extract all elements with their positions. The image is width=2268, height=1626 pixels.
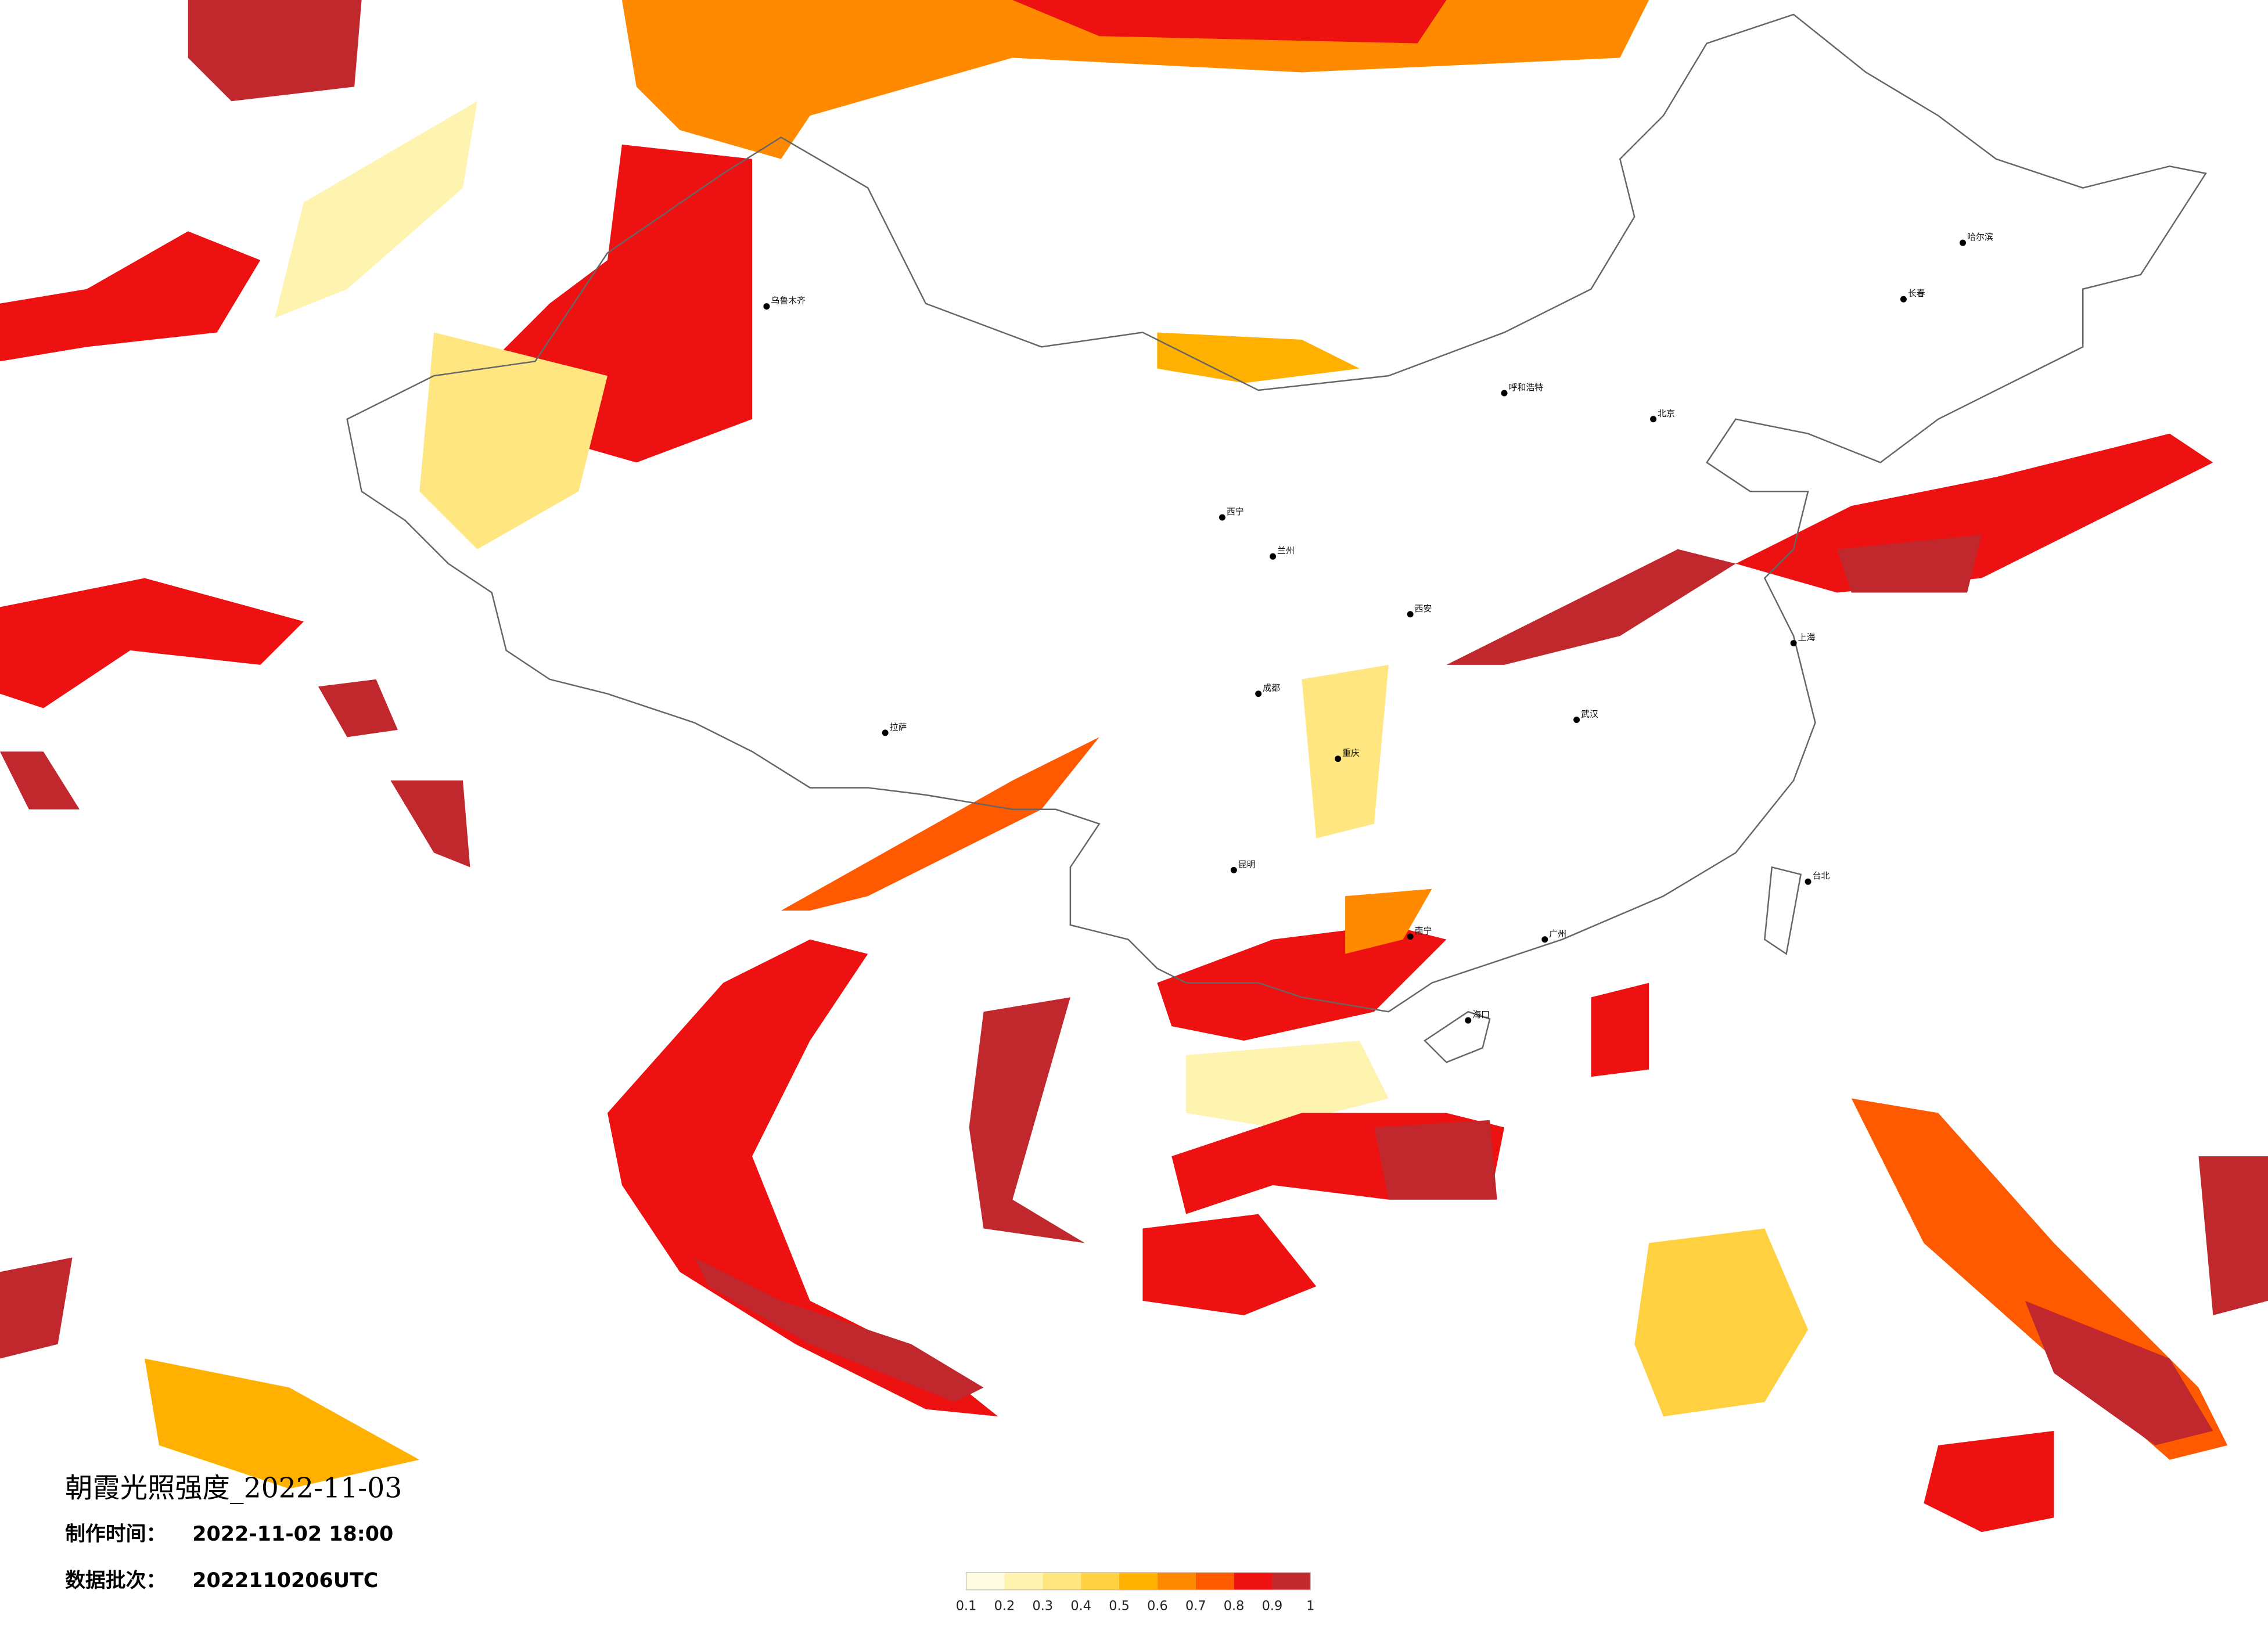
city-dot xyxy=(1465,1017,1472,1024)
city-dot xyxy=(1650,416,1657,423)
intensity-area xyxy=(1374,1120,1497,1200)
city-label: 武汉 xyxy=(1581,708,1598,719)
legend-tick-label: 0.7 xyxy=(1185,1599,1206,1614)
legend-frame xyxy=(965,1572,1311,1591)
intensity-area xyxy=(1735,433,2213,593)
legend-tick-label: 0.6 xyxy=(1147,1599,1168,1614)
city-label: 海口 xyxy=(1472,1009,1490,1020)
city-label: 上海 xyxy=(1798,632,1816,643)
intensity-area xyxy=(2025,1301,2213,1445)
city-dot xyxy=(763,303,770,310)
intensity-area xyxy=(1836,534,1982,593)
legend-tick-label: 1 xyxy=(1306,1599,1314,1614)
city-label: 重庆 xyxy=(1342,748,1360,758)
city-label: 兰州 xyxy=(1277,545,1295,556)
intensity-area xyxy=(0,231,261,362)
city-dot xyxy=(1541,936,1548,943)
legend-swatch xyxy=(966,1572,1005,1590)
city-dot xyxy=(1270,553,1277,560)
intensity-area xyxy=(1345,888,1432,954)
city-dot xyxy=(1407,611,1414,618)
city-dot xyxy=(1230,866,1237,873)
production-time-label: 制作时间： xyxy=(65,1523,166,1546)
legend-swatch xyxy=(1043,1572,1081,1590)
intensity-area xyxy=(390,780,470,868)
city-label: 呼和浩特 xyxy=(1509,382,1544,393)
city-dot xyxy=(1219,514,1225,521)
intensity-area xyxy=(318,679,398,738)
intensity-area xyxy=(665,1199,984,1402)
legend-tick-label: 0.2 xyxy=(994,1599,1015,1614)
intensity-area xyxy=(419,332,608,549)
island-outline xyxy=(1424,866,1802,1063)
city-label: 长春 xyxy=(1908,288,1925,298)
intensity-area xyxy=(1012,0,1447,44)
intensity-area xyxy=(2198,1156,2268,1315)
city-dot xyxy=(1407,933,1414,940)
legend-tick-label: 0.8 xyxy=(1224,1599,1245,1614)
city-dot xyxy=(1573,716,1580,723)
intensity-area xyxy=(1186,1041,1389,1128)
city-label: 西宁 xyxy=(1227,506,1244,517)
legend-tick-label: 0.1 xyxy=(956,1599,977,1614)
intensity-area xyxy=(1924,1431,2054,1533)
legend: 0.1 0.2 0.3 0.4 0.5 0.6 0.7 0.8 0.9 1 xyxy=(956,1572,1314,1614)
intensity-area xyxy=(1634,1228,1809,1417)
intensity-area xyxy=(188,0,362,102)
intensity-area xyxy=(969,997,1085,1243)
city-dot xyxy=(1501,390,1508,397)
city-label: 台北 xyxy=(1813,870,1830,881)
legend-swatch xyxy=(1081,1572,1120,1590)
data-batch-label: 数据批次： xyxy=(65,1569,166,1592)
map-title: 朝霞光照强度_2022-11-03 xyxy=(65,1473,402,1505)
city-label: 哈尔滨 xyxy=(1967,232,1993,242)
city-label: 西安 xyxy=(1415,603,1432,614)
legend-tick-label: 0.4 xyxy=(1070,1599,1091,1614)
intensity-field xyxy=(0,0,2268,1533)
intensity-area xyxy=(0,1257,73,1359)
intensity-area xyxy=(145,1358,420,1489)
intensity-area xyxy=(275,101,477,318)
legend-swatch xyxy=(1157,1572,1196,1590)
legend-swatch xyxy=(1272,1572,1311,1590)
legend-tick-label: 0.5 xyxy=(1109,1599,1130,1614)
intensity-area xyxy=(1142,1214,1317,1315)
intensity-area xyxy=(1157,924,1447,1041)
city-label: 北京 xyxy=(1658,408,1675,419)
intensity-area xyxy=(1446,549,1736,665)
legend-swatch xyxy=(1119,1572,1158,1590)
country-outline xyxy=(346,13,2207,1013)
production-time: 2022-11-02 18:00 xyxy=(192,1523,393,1546)
city-label: 昆明 xyxy=(1238,859,1256,869)
intensity-area xyxy=(1302,664,1389,839)
city-label: 广州 xyxy=(1549,929,1566,939)
city-label: 乌鲁木齐 xyxy=(771,296,806,306)
city-dot xyxy=(1335,756,1342,762)
city-dot xyxy=(1255,690,1262,697)
city-label: 南宁 xyxy=(1415,926,1432,936)
intensity-area xyxy=(0,751,80,810)
data-batch: 2022110206UTC xyxy=(192,1569,378,1592)
legend-tick-label: 0.9 xyxy=(1262,1599,1283,1614)
city-label: 拉萨 xyxy=(890,722,907,732)
legend-swatch xyxy=(1234,1572,1273,1590)
intensity-area xyxy=(0,578,304,708)
city-dot xyxy=(1805,878,1811,885)
legend-swatch xyxy=(1195,1572,1234,1590)
city-dot xyxy=(1900,296,1907,303)
legend-tick-label: 0.3 xyxy=(1033,1599,1054,1614)
city-dot xyxy=(1790,640,1797,647)
intensity-area xyxy=(1591,983,1649,1077)
intensity-area xyxy=(1157,332,1360,383)
city-label: 成都 xyxy=(1263,683,1280,693)
city-dot xyxy=(1960,239,1966,246)
intensity-area xyxy=(781,737,1099,911)
legend-swatch xyxy=(1004,1572,1043,1590)
intensity-area xyxy=(607,939,998,1417)
city-dot xyxy=(882,729,889,736)
